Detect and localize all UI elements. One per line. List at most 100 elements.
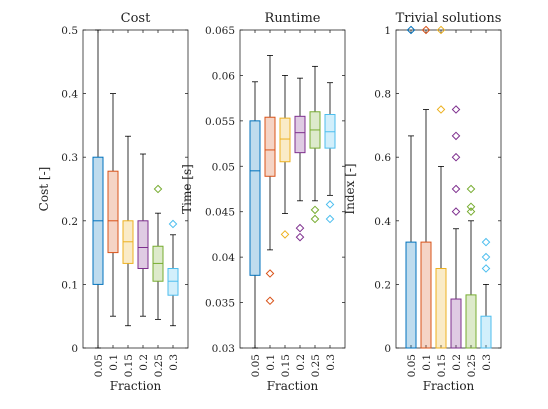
box-0.2 bbox=[450, 105, 462, 349]
y-tick-label: 0.04 bbox=[212, 252, 236, 264]
outlier-marker bbox=[295, 232, 305, 242]
y-tick-label: 0.045 bbox=[205, 207, 235, 219]
y-tick-label: 0.4 bbox=[61, 89, 78, 101]
outlier-marker bbox=[153, 184, 163, 194]
x-tick-label: 0.2 bbox=[295, 354, 307, 371]
box-0.15 bbox=[435, 25, 447, 349]
y-tick-label: 0.035 bbox=[205, 298, 235, 310]
box-0.3 bbox=[324, 82, 336, 224]
box-iqr bbox=[435, 268, 447, 349]
x-tick-label: 0.25 bbox=[310, 354, 322, 377]
y-axis-label: Index [-] bbox=[343, 163, 357, 214]
y-tick-label: 0.1 bbox=[61, 279, 78, 291]
chart-title: Runtime bbox=[265, 11, 321, 26]
chart-panel: 00.10.20.30.40.50.05 0.1 0.15 0.2 0.25 0.3Cos… bbox=[37, 11, 189, 393]
outlier-marker bbox=[168, 219, 178, 229]
x-tick-label: 0.05 bbox=[250, 354, 262, 377]
chart-title: Trivial solutions bbox=[396, 11, 502, 26]
box-iqr bbox=[137, 220, 149, 270]
box-iqr bbox=[465, 294, 477, 349]
box-iqr bbox=[249, 120, 261, 276]
y-tick-label: 0.2 bbox=[61, 216, 78, 228]
box-iqr bbox=[294, 115, 306, 154]
outlier-marker bbox=[481, 264, 491, 273]
outlier-marker bbox=[451, 131, 461, 141]
box-iqr bbox=[167, 268, 179, 296]
y-tick-label: 0.065 bbox=[205, 25, 235, 37]
y-tick-label: 0.05 bbox=[212, 161, 235, 173]
box-0.2 bbox=[137, 153, 149, 317]
outlier-marker bbox=[436, 105, 446, 114]
x-tick-label: 0.1 bbox=[421, 354, 433, 371]
y-tick-label: 0.8 bbox=[374, 89, 391, 101]
axes-frame bbox=[82, 29, 189, 349]
outlier-marker bbox=[325, 214, 335, 224]
box-iqr bbox=[420, 241, 432, 349]
outlier-marker bbox=[451, 105, 461, 114]
chart-panel: 0.03 0.035 0.04 0.045 0.05 0.055 0.06 0.065 0.05… bbox=[180, 11, 346, 393]
x-tick-label: 0.2 bbox=[451, 354, 463, 371]
outlier-marker bbox=[481, 252, 491, 262]
box-iqr bbox=[405, 241, 417, 349]
box-0.2 bbox=[294, 77, 306, 242]
box-0.05 bbox=[405, 25, 417, 349]
x-axis-label: Fraction bbox=[423, 379, 475, 393]
outlier-marker bbox=[280, 230, 290, 239]
y-axis-label: Cost [-] bbox=[37, 167, 51, 212]
x-tick-label: 0.25 bbox=[466, 354, 478, 377]
box-0.25 bbox=[465, 184, 477, 349]
axes-frame bbox=[239, 29, 346, 349]
outlier-marker bbox=[295, 223, 305, 233]
y-tick-label: 0.2 bbox=[374, 279, 391, 291]
box-0.3 bbox=[480, 237, 492, 349]
box-0.25 bbox=[309, 65, 321, 224]
chart-title: Cost bbox=[121, 11, 151, 26]
x-tick-label: 0.3 bbox=[168, 354, 180, 371]
outlier-marker bbox=[406, 25, 416, 35]
outlier-marker bbox=[265, 296, 275, 306]
axes-frame bbox=[395, 29, 502, 349]
y-tick-label: 0.3 bbox=[61, 152, 78, 164]
x-tick-label: 0.1 bbox=[108, 354, 120, 371]
outlier-marker bbox=[481, 237, 491, 247]
outlier-marker bbox=[466, 202, 476, 212]
box-0.05 bbox=[92, 29, 104, 349]
x-tick-label: 0.15 bbox=[436, 354, 448, 377]
y-tick-label: 0.06 bbox=[212, 70, 236, 82]
y-tick-label: 1 bbox=[384, 25, 391, 37]
y-tick-label: 0 bbox=[384, 343, 391, 355]
box-0.25 bbox=[152, 184, 164, 320]
box-iqr bbox=[107, 170, 119, 254]
y-tick-label: 0 bbox=[71, 343, 78, 355]
y-axis-label: Time [s] bbox=[180, 164, 194, 214]
outlier-marker bbox=[451, 152, 461, 162]
outlier-marker bbox=[310, 205, 320, 215]
outlier-marker bbox=[466, 207, 476, 216]
box-0.15 bbox=[279, 75, 291, 239]
x-tick-label: 0.2 bbox=[138, 354, 150, 371]
outlier-marker bbox=[451, 207, 461, 216]
x-tick-label: 0.1 bbox=[265, 354, 277, 371]
x-tick-label: 0.05 bbox=[93, 354, 105, 377]
x-tick-label: 0.15 bbox=[280, 354, 292, 377]
box-0.05 bbox=[249, 81, 261, 349]
chart-panel: 00.20.40.60.810.05 0.1 0.15 0.2 0.25 0.3Trivi… bbox=[343, 11, 501, 393]
outlier-marker bbox=[325, 200, 335, 209]
box-0.1 bbox=[107, 93, 119, 317]
outlier-marker bbox=[451, 184, 461, 194]
y-tick-label: 0.5 bbox=[61, 25, 78, 37]
outlier-marker bbox=[436, 25, 446, 35]
box-iqr bbox=[480, 315, 492, 349]
y-tick-label: 0.03 bbox=[212, 343, 235, 355]
outlier-marker bbox=[310, 214, 320, 224]
x-tick-label: 0.25 bbox=[153, 354, 165, 377]
x-tick-label: 0.15 bbox=[123, 354, 135, 377]
box-0.1 bbox=[264, 55, 276, 306]
x-tick-label: 0.3 bbox=[481, 354, 493, 371]
y-tick-label: 0.055 bbox=[205, 116, 235, 128]
x-axis-label: Fraction bbox=[267, 379, 319, 393]
x-axis-label: Fraction bbox=[110, 379, 162, 393]
y-tick-label: 0.6 bbox=[374, 152, 391, 164]
box-0.1 bbox=[420, 25, 432, 349]
